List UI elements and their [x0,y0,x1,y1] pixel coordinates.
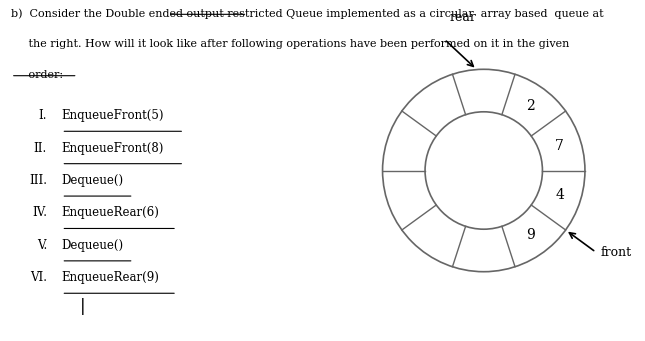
Text: I.: I. [39,109,47,122]
Text: Dequeue(): Dequeue() [61,239,124,252]
Text: front: front [601,246,632,259]
Text: EnqueueRear(9): EnqueueRear(9) [61,271,159,284]
Text: order:: order: [11,70,63,80]
Text: 2: 2 [526,99,535,113]
Text: 9: 9 [526,228,535,242]
Text: EnqueueFront(8): EnqueueFront(8) [61,142,164,154]
Text: Dequeue(): Dequeue() [61,174,124,187]
Text: EnqueueFront(5): EnqueueFront(5) [61,109,164,122]
Text: 4: 4 [555,188,564,202]
Text: II.: II. [34,142,47,154]
Text: |: | [79,298,85,315]
Text: rear: rear [449,11,476,24]
Text: EnqueueRear(6): EnqueueRear(6) [61,206,159,219]
Text: VI.: VI. [30,271,47,284]
Text: the right. How will it look like after following operations have been performed : the right. How will it look like after f… [11,39,569,49]
Text: IV.: IV. [32,206,47,219]
Text: III.: III. [29,174,47,187]
Text: 7: 7 [555,139,564,153]
Text: V.: V. [37,239,47,252]
Text: b)  Consider the Double ended output restricted Queue implemented as a circular : b) Consider the Double ended output rest… [11,9,604,19]
